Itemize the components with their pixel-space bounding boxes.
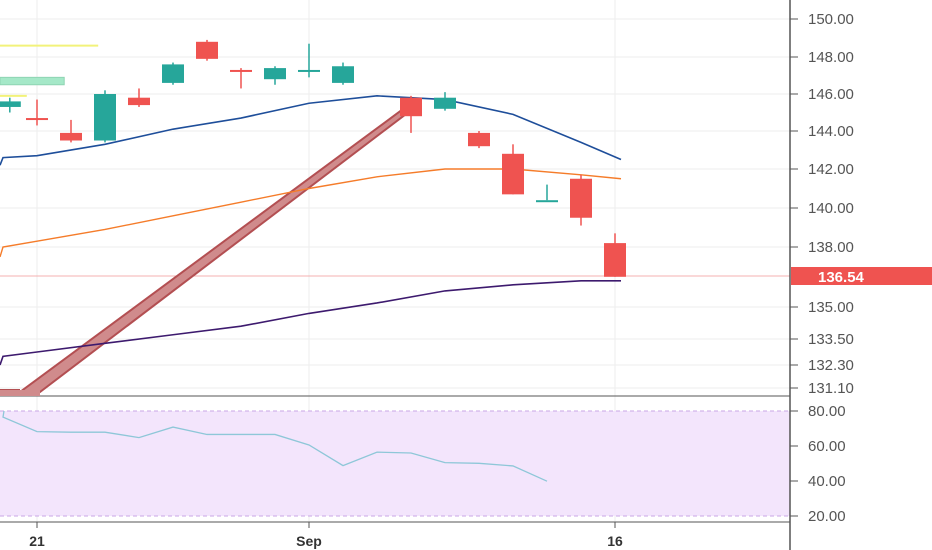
price-tick-label-1: 148.00: [808, 49, 854, 66]
candle-17[interactable]: [604, 233, 626, 277]
candle-16[interactable]: [570, 174, 592, 226]
moving-average-lines: [0, 95, 622, 366]
time-tick-label-0: 21: [29, 533, 45, 549]
time-axis-ticks: 21 Sep 16: [29, 522, 623, 549]
candle-body-4: [128, 97, 150, 106]
price-tick-label-3: 144.00: [808, 123, 854, 140]
candle-15[interactable]: [536, 184, 558, 203]
last-price-tag-bg: [791, 267, 932, 285]
candle-body-3: [94, 94, 116, 141]
rsi-axis-ticks: 80.00 60.00 40.00 20.00: [790, 403, 846, 525]
candle-12[interactable]: [434, 92, 456, 111]
last-price-value: 136.54: [818, 269, 865, 286]
price-tick-label-10: 131.10: [808, 380, 854, 397]
candle-4[interactable]: [128, 88, 150, 107]
price-tick-label-5: 140.00: [808, 200, 854, 217]
candle-3[interactable]: [94, 90, 116, 143]
time-tick-label-2: 16: [607, 533, 623, 549]
grid-lines: [0, 0, 790, 522]
candle-body-8: [264, 68, 286, 80]
candle-8[interactable]: [264, 66, 286, 85]
highlight-zones: [0, 44, 99, 97]
candle-10[interactable]: [332, 62, 354, 85]
price-tick-label-4: 142.00: [808, 161, 854, 178]
axes: [0, 0, 791, 550]
candle-body-5: [162, 64, 184, 83]
price-tick-label-2: 146.00: [808, 86, 854, 103]
time-tick-label-1: Sep: [296, 533, 322, 549]
candle-body-12: [434, 97, 456, 109]
candle-body-10: [332, 66, 354, 83]
price-tick-label-8: 133.50: [808, 331, 854, 348]
candle-body-14: [502, 153, 524, 195]
candles: [0, 39, 626, 277]
rsi-line: [2, 410, 548, 482]
candle-9[interactable]: [298, 43, 320, 78]
candle-body-15: [536, 200, 558, 203]
candle-body-7: [230, 69, 252, 72]
candle-7[interactable]: [230, 68, 252, 89]
candle-0[interactable]: [0, 97, 21, 113]
price-tick-label-7: 135.00: [808, 299, 854, 316]
candle-body-17: [604, 243, 626, 277]
candle-body-9: [298, 69, 320, 72]
candle-6[interactable]: [196, 39, 218, 61]
candle-body-0: [0, 101, 21, 107]
candle-body-11: [400, 97, 422, 117]
candle-13[interactable]: [468, 131, 490, 149]
rsi-tick-label-0: 80.00: [808, 403, 846, 420]
candle-body-16: [570, 178, 592, 218]
rsi-band: [0, 411, 790, 516]
rsi-tick-label-1: 60.00: [808, 438, 846, 455]
price-tick-label-9: 132.30: [808, 357, 854, 374]
candle-body-1: [26, 118, 48, 121]
last-price-tag: 136.54: [791, 267, 932, 286]
candle-body-13: [468, 132, 490, 147]
candle-14[interactable]: [502, 144, 524, 195]
candle-body-6: [196, 41, 218, 59]
price-tick-label-0: 150.00: [808, 11, 854, 28]
candle-5[interactable]: [162, 62, 184, 85]
candle-1[interactable]: [26, 99, 48, 126]
rsi-tick-label-3: 20.00: [808, 508, 846, 525]
trend-arrow-base-fill[interactable]: [0, 390, 40, 396]
price-tick-label-6: 138.00: [808, 239, 854, 256]
candle-2[interactable]: [60, 119, 82, 143]
ma-slow-line: [0, 280, 621, 366]
rsi-panel: [0, 395, 790, 517]
rsi-tick-label-2: 40.00: [808, 473, 846, 490]
ma-mid-line: [0, 168, 622, 258]
ma-fast-line: [0, 95, 622, 166]
price-axis-ticks: 150.00 148.00 146.00 144.00 142.00 140.00 138.…: [790, 11, 854, 397]
candle-11[interactable]: [400, 95, 422, 133]
candle-body-2: [60, 132, 82, 141]
trend-arrow[interactable]: [0, 99, 420, 396]
highlight-green-1[interactable]: [0, 76, 65, 86]
